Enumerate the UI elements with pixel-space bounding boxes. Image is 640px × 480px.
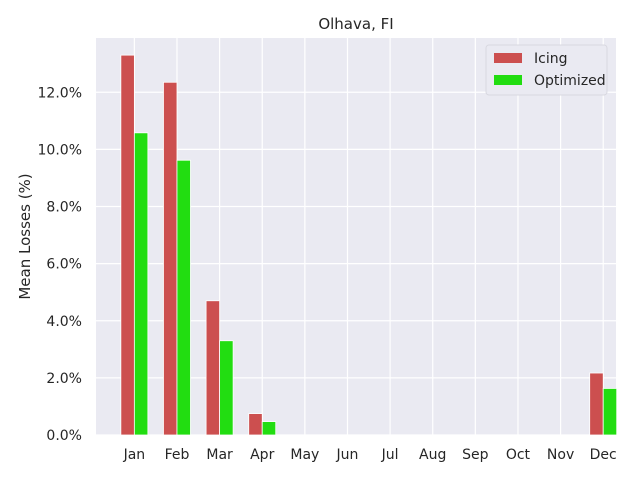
bar-icing-dec [589, 372, 604, 436]
y-tick-label: 0.0% [46, 428, 82, 444]
x-tick-label: Nov [547, 447, 574, 463]
x-tick-label: Oct [506, 447, 531, 463]
bar-icing-feb [163, 81, 178, 436]
y-tick-label: 4.0% [46, 314, 82, 330]
y-tick-label: 2.0% [46, 371, 82, 387]
y-tick-label: 12.0% [38, 85, 82, 101]
legend-swatch [494, 75, 522, 85]
bar-icing-apr [248, 413, 263, 436]
bar-icing-mar [205, 300, 221, 436]
y-axis-label: Mean Losses (%) [16, 173, 34, 299]
x-tick-label: Sep [462, 447, 489, 463]
legend: Icing Optimized [485, 44, 608, 96]
x-tick-label: Aug [419, 447, 446, 463]
x-tick-label: Jan [123, 447, 146, 463]
legend-swatch [494, 53, 522, 63]
bars [120, 54, 618, 436]
x-tick-label: Feb [165, 447, 190, 463]
x-tick-label: Dec [590, 447, 617, 463]
bar-icing-jan [120, 54, 135, 436]
y-tick-label: 6.0% [46, 257, 82, 273]
chart-title: Olhava, FI [318, 15, 393, 33]
y-tick-label: 8.0% [46, 200, 82, 216]
bar-optimized-dec [602, 388, 618, 436]
legend-label: Optimized [534, 73, 606, 89]
legend-label: Icing [534, 51, 567, 67]
bar-optimized-jan [133, 132, 149, 436]
bar-optimized-mar [219, 340, 234, 436]
x-tick-label: May [290, 447, 319, 463]
x-tick-label: Jun [336, 447, 359, 463]
bar-optimized-apr [261, 421, 277, 436]
x-tick-labels: Jan Feb Mar Apr May Jun Jul Aug Sep Oct Nov Dec [123, 447, 617, 463]
x-tick-label: Mar [206, 447, 233, 463]
x-tick-label: Apr [250, 447, 274, 463]
y-tick-label: 10.0% [38, 142, 82, 158]
bar-optimized-feb [176, 159, 191, 436]
y-tick-labels: 0.0% 2.0% 4.0% 6.0% 8.0% 10.0% 12.0% [38, 85, 82, 444]
x-tick-label: Jul [381, 447, 399, 463]
